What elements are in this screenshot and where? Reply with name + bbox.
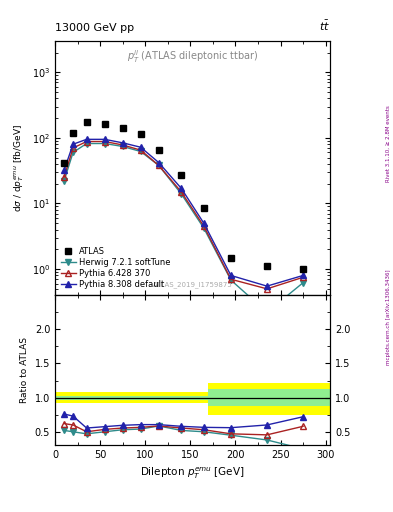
Legend: ATLAS, Herwig 7.2.1 softTune, Pythia 6.428 370, Pythia 8.308 default: ATLAS, Herwig 7.2.1 softTune, Pythia 6.4… (59, 245, 173, 291)
Herwig 7.2.1 softTune (264, 309, 269, 315)
Line: ATLAS: ATLAS (61, 119, 306, 272)
ATLAS (120, 125, 125, 132)
Herwig 7.2.1 softTune (229, 277, 233, 283)
Text: Rivet 3.1.10, ≥ 2.8M events: Rivet 3.1.10, ≥ 2.8M events (386, 105, 391, 182)
ATLAS (202, 205, 206, 211)
Pythia 6.428 370 (62, 174, 66, 180)
Herwig 7.2.1 softTune (102, 140, 107, 146)
Pythia 6.428 370 (229, 276, 233, 282)
Pythia 8.308 default (179, 185, 184, 191)
Pythia 6.428 370 (264, 286, 269, 292)
Pythia 8.308 default (138, 144, 143, 151)
X-axis label: Dilepton $p_T^{emu}$ [GeV]: Dilepton $p_T^{emu}$ [GeV] (140, 466, 245, 481)
ATLAS (62, 160, 66, 166)
Text: mcplots.cern.ch [arXiv:1306.3436]: mcplots.cern.ch [arXiv:1306.3436] (386, 270, 391, 365)
Pythia 8.308 default (84, 136, 89, 142)
Text: $p_T^{ll}$ (ATLAS dileptonic ttbar): $p_T^{ll}$ (ATLAS dileptonic ttbar) (127, 49, 258, 66)
Pythia 8.308 default (120, 140, 125, 146)
ATLAS (179, 172, 184, 178)
Pythia 8.308 default (301, 272, 305, 279)
Pythia 6.428 370 (71, 145, 75, 151)
ATLAS (301, 266, 305, 272)
ATLAS (102, 120, 107, 126)
Text: ATLAS_2019_I1759875: ATLAS_2019_I1759875 (153, 281, 232, 288)
Herwig 7.2.1 softTune (156, 162, 161, 168)
ATLAS (138, 131, 143, 137)
Pythia 8.308 default (71, 141, 75, 147)
Text: 13000 GeV pp: 13000 GeV pp (55, 23, 134, 33)
Pythia 6.428 370 (84, 138, 89, 144)
Herwig 7.2.1 softTune (179, 191, 184, 197)
Line: Herwig 7.2.1 softTune: Herwig 7.2.1 softTune (61, 141, 306, 315)
Herwig 7.2.1 softTune (62, 178, 66, 184)
Y-axis label: Ratio to ATLAS: Ratio to ATLAS (20, 337, 29, 403)
Herwig 7.2.1 softTune (202, 225, 206, 231)
Pythia 6.428 370 (301, 274, 305, 281)
Line: Pythia 8.308 default: Pythia 8.308 default (61, 137, 306, 289)
Pythia 8.308 default (156, 160, 161, 166)
ATLAS (71, 130, 75, 136)
Pythia 6.428 370 (120, 142, 125, 148)
Pythia 6.428 370 (179, 189, 184, 195)
Pythia 6.428 370 (138, 147, 143, 153)
Pythia 8.308 default (229, 272, 233, 279)
Herwig 7.2.1 softTune (120, 143, 125, 150)
Herwig 7.2.1 softTune (301, 280, 305, 286)
Herwig 7.2.1 softTune (71, 150, 75, 156)
Pythia 8.308 default (264, 283, 269, 289)
Line: Pythia 6.428 370: Pythia 6.428 370 (61, 139, 306, 292)
ATLAS (84, 119, 89, 125)
ATLAS (264, 263, 269, 269)
ATLAS (156, 147, 161, 153)
Pythia 8.308 default (202, 220, 206, 226)
Herwig 7.2.1 softTune (84, 140, 89, 146)
Pythia 6.428 370 (102, 138, 107, 144)
Herwig 7.2.1 softTune (138, 148, 143, 155)
ATLAS (229, 254, 233, 261)
Pythia 8.308 default (62, 167, 66, 174)
Pythia 8.308 default (102, 136, 107, 142)
Pythia 6.428 370 (156, 162, 161, 168)
Y-axis label: d$\sigma$ / d$p_T^{emu}$ [fb/GeV]: d$\sigma$ / d$p_T^{emu}$ [fb/GeV] (13, 124, 26, 212)
Text: $t\bar{t}$: $t\bar{t}$ (319, 19, 330, 33)
Pythia 6.428 370 (202, 223, 206, 229)
